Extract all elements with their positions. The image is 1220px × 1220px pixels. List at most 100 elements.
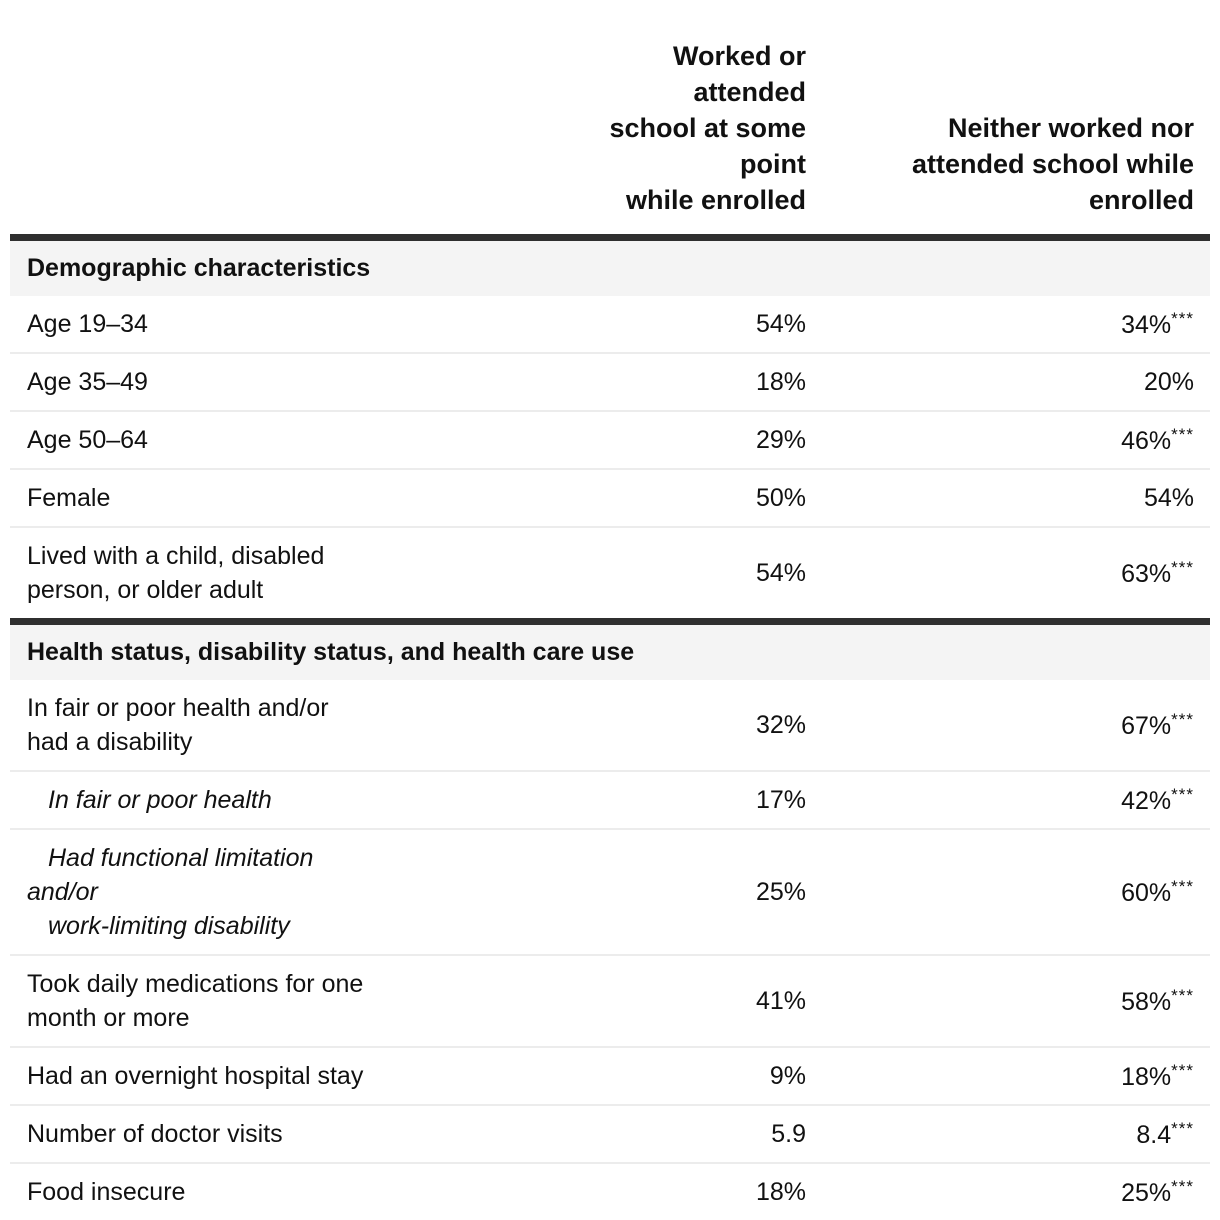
value-neither: 54% (806, 484, 1210, 513)
row-label-line: Age 35–49 (27, 368, 148, 396)
row-label: Age 19–34 (10, 307, 566, 341)
table-row: Took daily medications for one month or m… (10, 954, 1210, 1046)
section-header: Health status, disability status, and he… (10, 625, 1210, 680)
significance-marker: *** (1171, 1176, 1194, 1196)
significance-marker: *** (1171, 985, 1194, 1005)
row-label-line: Took daily medications for one (27, 970, 364, 998)
value-worked: 5.9 (771, 1119, 806, 1148)
value-neither: 8.4*** (806, 1119, 1210, 1150)
column-header-line: school at some point (609, 113, 806, 179)
value-worked: 25% (755, 877, 806, 906)
column-header-neither: Neither worked nor attended school while… (806, 110, 1210, 218)
value-neither: 58%*** (806, 986, 1210, 1017)
row-label: Had an overnight hospital stay (10, 1059, 566, 1093)
table-row: Age 19–34 54% 34%*** (10, 296, 1210, 352)
value-neither: 46%*** (806, 425, 1210, 456)
table-body: Demographic characteristics Age 19–34 54% 3… (10, 234, 1210, 1220)
significance-marker: *** (1171, 424, 1194, 444)
row-label: Female (10, 481, 566, 515)
significance-marker: *** (1171, 557, 1194, 577)
table-row: Lived with a child, disabled person, or o… (10, 526, 1210, 618)
table-row: Food insecure 18% 25%*** (10, 1162, 1210, 1220)
value-worked: 41% (755, 986, 806, 1015)
column-header-worked: Worked or attended school at some point … (566, 38, 806, 218)
value-worked: 17% (755, 785, 806, 814)
row-label-line: Age 19–34 (27, 310, 148, 338)
value-worked: 9% (769, 1061, 806, 1090)
table-row: Age 35–49 18% 20% (10, 352, 1210, 410)
row-label-line: Had an overnight hospital stay (27, 1062, 364, 1090)
value-worked: 18% (755, 367, 806, 396)
value-neither-number: 20% (1143, 367, 1194, 396)
value-neither: 34%*** (806, 309, 1210, 340)
column-header-line: Worked or attended (672, 41, 806, 107)
row-label-line: and/or (27, 878, 98, 906)
value-neither-number: 34% (1121, 310, 1172, 339)
section-divider-rule (10, 618, 1210, 625)
row-label: Took daily medications for one month or m… (10, 967, 566, 1035)
row-label-line: Food insecure (27, 1178, 186, 1206)
row-label: Age 35–49 (10, 365, 566, 399)
row-label: Lived with a child, disabled person, or o… (10, 539, 566, 607)
row-label-line: In fair or poor health (48, 786, 272, 814)
value-worked: 29% (755, 425, 806, 454)
table-row: Had an overnight hospital stay 9% 18%*** (10, 1046, 1210, 1104)
row-label: In fair or poor health and/or had a disab… (10, 691, 566, 759)
value-neither: 67%*** (806, 710, 1210, 741)
value-worked: 32% (755, 710, 806, 739)
value-neither-number: 67% (1121, 711, 1172, 740)
value-neither-number: 8.4 (1136, 1120, 1172, 1149)
row-label-line: Had functional limitation (48, 844, 314, 872)
value-neither-number: 18% (1121, 1062, 1172, 1091)
value-neither: 18%*** (806, 1061, 1210, 1092)
value-neither-number: 46% (1121, 426, 1172, 455)
row-label: In fair or poor health (10, 783, 566, 817)
row-label-line: person, or older adult (27, 576, 264, 604)
table-row: Number of doctor visits 5.9 8.4*** (10, 1104, 1210, 1162)
row-label-line: In fair or poor health and/or (27, 694, 329, 722)
table-row: Female 50% 54% (10, 468, 1210, 526)
table-row: Had functional limitation and/or work-limi… (10, 828, 1210, 954)
row-label: Age 50–64 (10, 423, 566, 457)
column-header-line: Neither worked nor (947, 113, 1194, 143)
column-header-line: enrolled (1088, 185, 1194, 215)
value-worked: 54% (755, 309, 806, 338)
value-neither-number: 54% (1143, 483, 1194, 512)
table-row: In fair or poor health and/or had a disab… (10, 680, 1210, 770)
value-neither: 42%*** (806, 785, 1210, 816)
significance-marker: *** (1171, 876, 1194, 896)
row-label-line: Female (27, 484, 111, 512)
section-divider-rule (10, 234, 1210, 241)
value-neither: 60%*** (806, 877, 1210, 908)
value-worked: 50% (755, 483, 806, 512)
significance-marker: *** (1171, 784, 1194, 804)
significance-marker: *** (1171, 1060, 1194, 1080)
row-label-line: Age 50–64 (27, 426, 148, 454)
column-header-row: Worked or attended school at some point … (10, 38, 1210, 234)
value-neither-number: 58% (1121, 987, 1172, 1016)
table-row: In fair or poor health 17% 42%*** (10, 770, 1210, 828)
table-row: Age 50–64 29% 46%*** (10, 410, 1210, 468)
comparison-table: Worked or attended school at some point … (10, 0, 1210, 1220)
value-neither-number: 42% (1121, 786, 1172, 815)
value-neither-number: 63% (1121, 559, 1172, 588)
value-neither-number: 60% (1121, 878, 1172, 907)
column-header-line: attended school while (911, 149, 1194, 179)
value-worked: 54% (755, 558, 806, 587)
section-header: Demographic characteristics (10, 241, 1210, 296)
value-neither-number: 25% (1121, 1178, 1172, 1207)
value-neither: 20% (806, 368, 1210, 397)
row-label: Number of doctor visits (10, 1117, 566, 1151)
value-worked: 18% (755, 1177, 806, 1206)
significance-marker: *** (1171, 1118, 1194, 1138)
row-label-line: Lived with a child, disabled (27, 542, 325, 570)
significance-marker: *** (1171, 709, 1194, 729)
row-label: Had functional limitation and/or work-limi… (10, 841, 566, 943)
value-neither: 25%*** (806, 1177, 1210, 1208)
significance-marker: *** (1171, 308, 1194, 328)
row-label-line: month or more (27, 1004, 190, 1032)
row-label: Food insecure (10, 1175, 566, 1209)
row-label-line: had a disability (27, 728, 193, 756)
column-header-line: while enrolled (625, 185, 806, 215)
value-neither: 63%*** (806, 558, 1210, 589)
